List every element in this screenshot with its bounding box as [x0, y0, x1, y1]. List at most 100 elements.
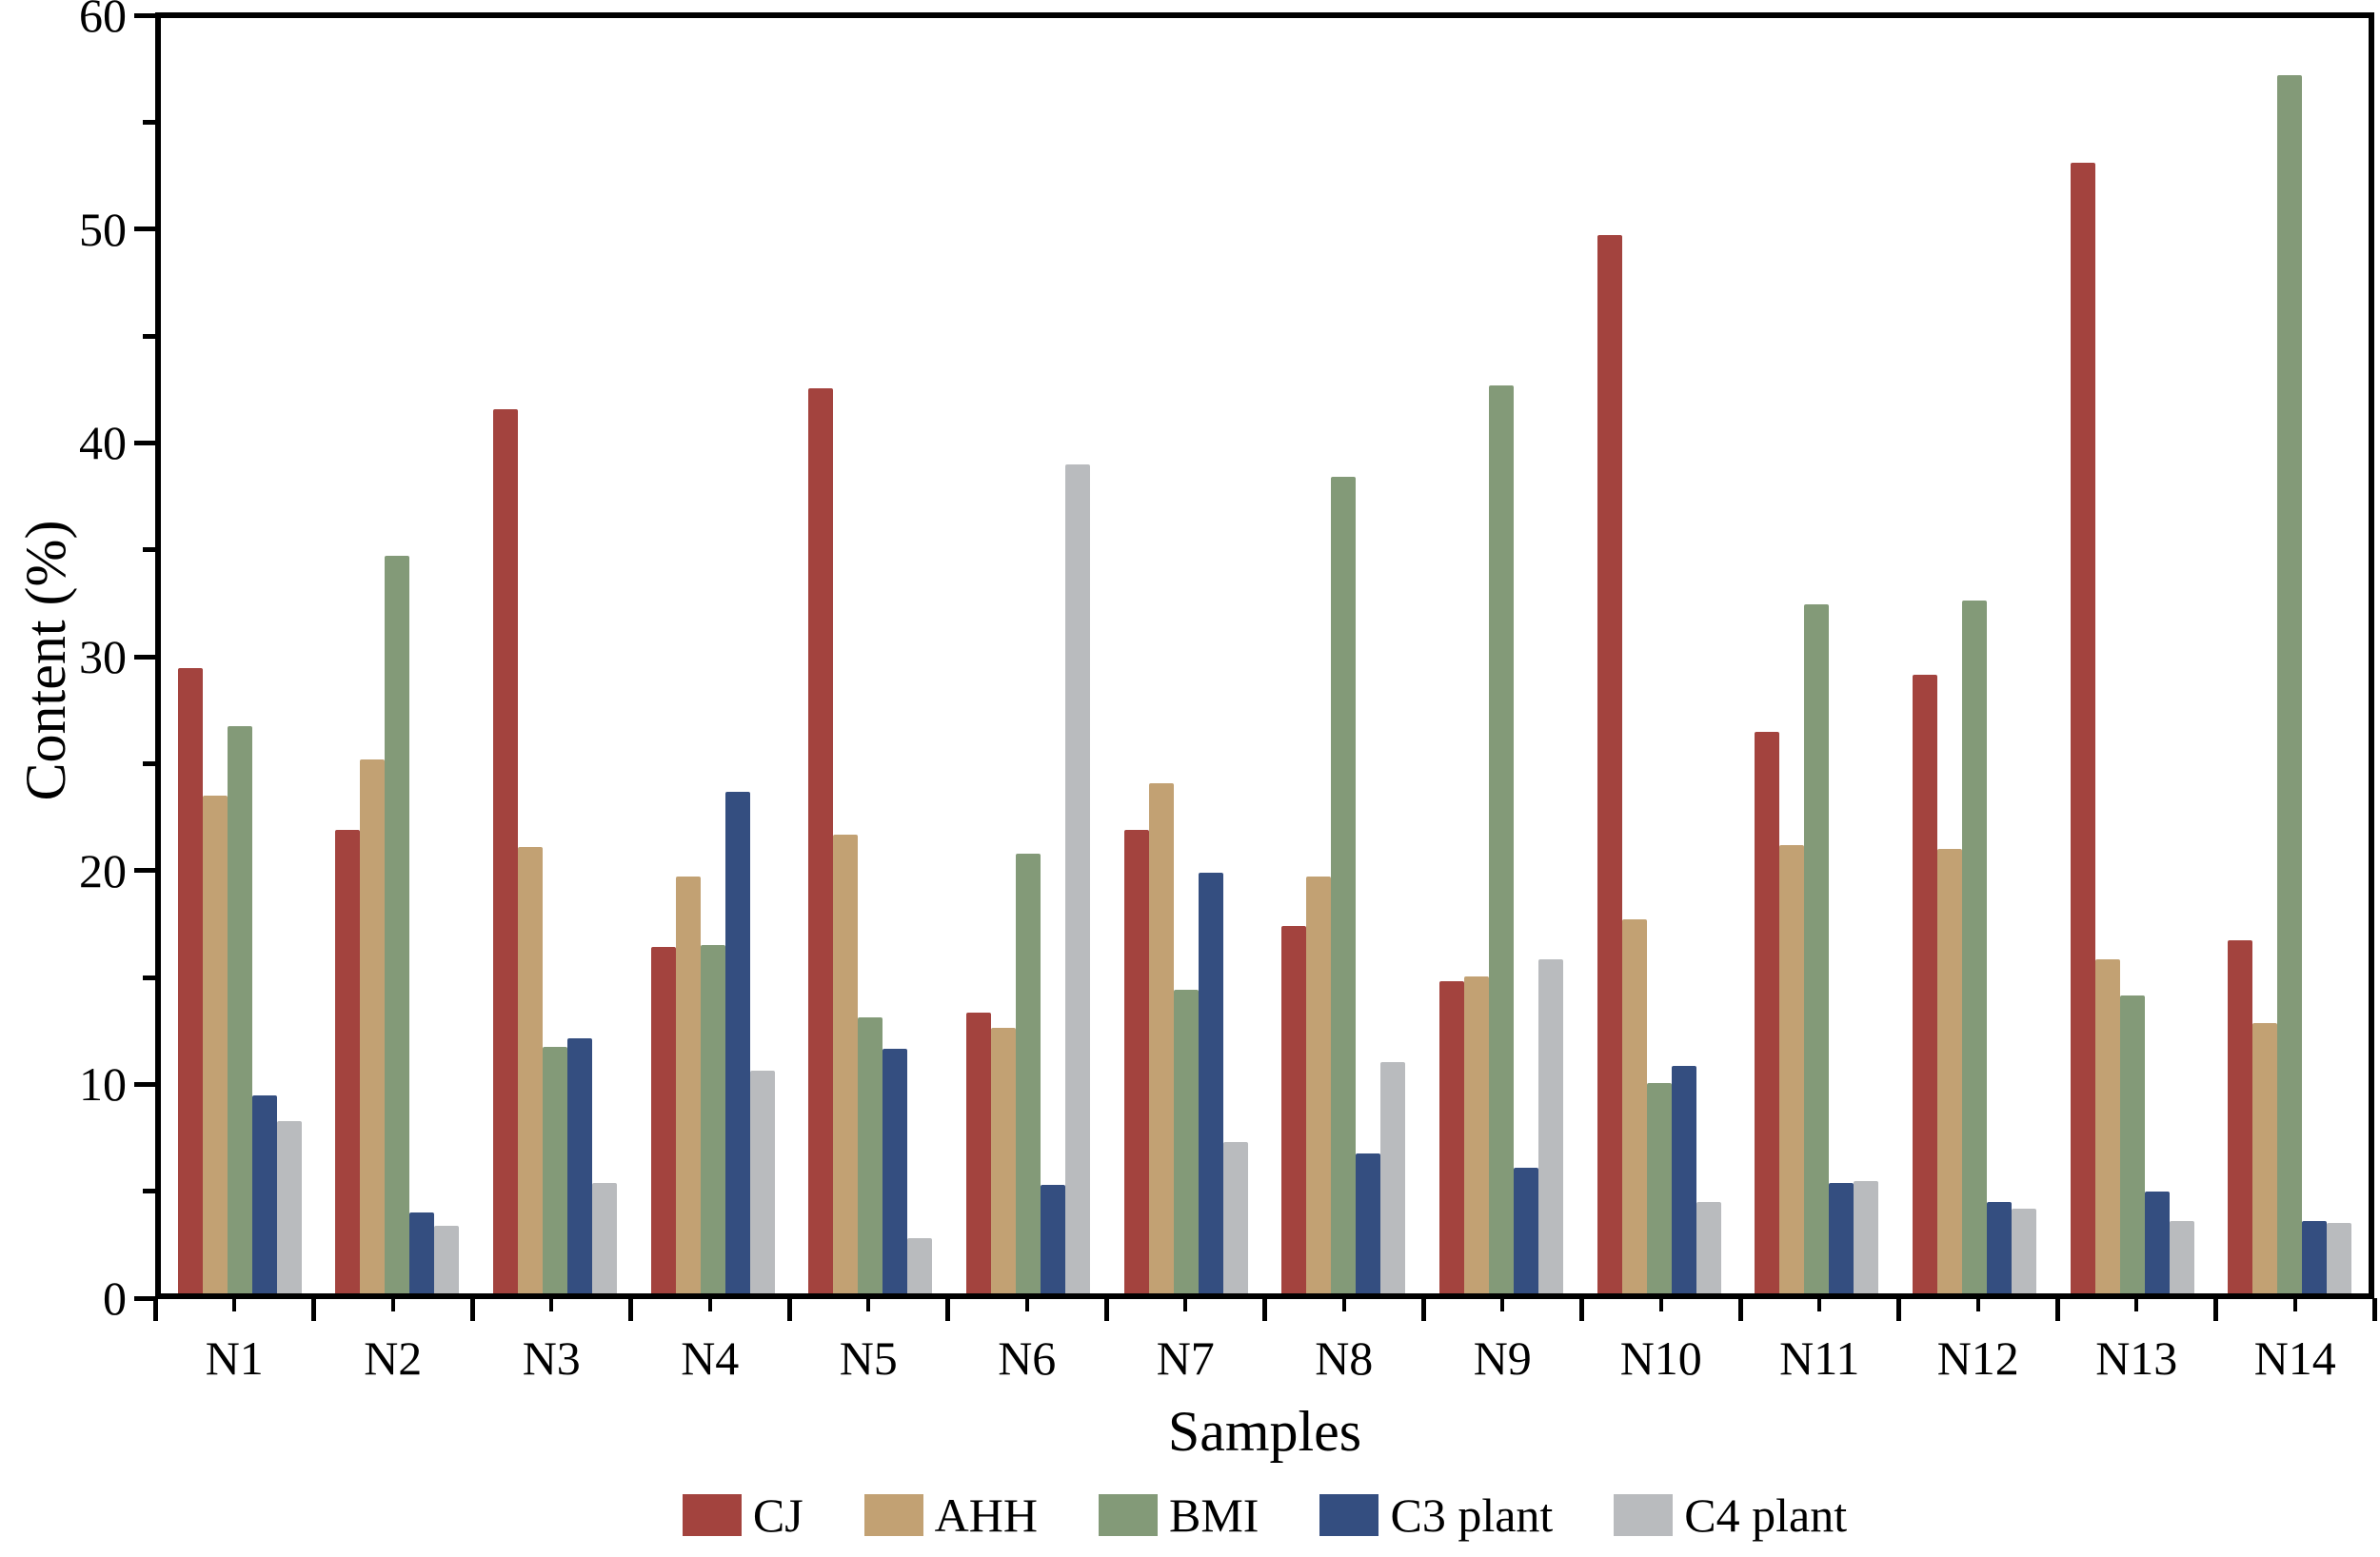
- bar-groups: [161, 18, 2369, 1293]
- x-category-label-n7: N7: [1156, 1331, 1215, 1385]
- bar-n3-c3-plant: [567, 1038, 593, 1293]
- legend-label-ahh: AHH: [934, 1488, 1038, 1542]
- y-major-tick-60: [134, 12, 155, 18]
- bar-n12-cj: [1912, 675, 1937, 1293]
- x-boundary-tick-9: [1579, 1298, 1584, 1321]
- bar-n8-c3-plant: [1356, 1153, 1381, 1293]
- x-center-tick-n4: [707, 1298, 712, 1311]
- x-category-label-n12: N12: [1936, 1331, 2019, 1385]
- x-category-label-n11: N11: [1779, 1331, 1860, 1385]
- x-category-label-n3: N3: [522, 1331, 581, 1385]
- y-tick-label-30: 30: [79, 630, 127, 683]
- bar-group-n11: [1737, 18, 1895, 1293]
- y-minor-tick-45: [143, 333, 155, 339]
- bar-n10-c3-plant: [1671, 1066, 1696, 1293]
- x-category-label-n4: N4: [681, 1331, 740, 1385]
- y-minor-tick-35: [143, 547, 155, 553]
- x-boundary-tick-10: [1737, 1298, 1743, 1321]
- bar-n5-ahh: [833, 834, 859, 1293]
- x-center-tick-n6: [1024, 1298, 1029, 1311]
- bar-n11-bmi: [1804, 604, 1830, 1293]
- y-major-tick-40: [134, 440, 155, 445]
- bar-group-n2: [319, 18, 477, 1293]
- y-major-tick-20: [134, 868, 155, 874]
- bar-n9-c4-plant: [1537, 959, 1563, 1293]
- bar-group-n10: [1580, 18, 1738, 1293]
- y-tick-label-60: 60: [79, 0, 127, 42]
- y-tick-label-40: 40: [79, 416, 127, 470]
- bar-n3-cj: [493, 408, 519, 1293]
- bar-n12-bmi: [1961, 600, 1987, 1293]
- bar-n7-ahh: [1148, 783, 1174, 1293]
- x-center-tick-n7: [1183, 1298, 1188, 1311]
- bar-n7-c4-plant: [1222, 1142, 1248, 1293]
- bar-n4-c4-plant: [749, 1070, 775, 1293]
- x-boundary-tick-13: [2213, 1298, 2218, 1321]
- x-boundary-tick-5: [945, 1298, 950, 1321]
- bar-n7-c3-plant: [1198, 872, 1223, 1293]
- bar-group-n3: [476, 18, 634, 1293]
- bar-n4-ahh: [675, 877, 701, 1293]
- x-center-tick-n11: [1817, 1298, 1822, 1311]
- bar-n8-c4-plant: [1380, 1061, 1406, 1293]
- x-category-label-n10: N10: [1619, 1331, 1702, 1385]
- x-category-label-n6: N6: [998, 1331, 1057, 1385]
- x-boundary-tick-8: [1420, 1298, 1426, 1321]
- bar-group-n14: [2211, 18, 2369, 1293]
- bar-n11-c4-plant: [1854, 1180, 1879, 1293]
- bar-n3-ahh: [518, 847, 544, 1293]
- bar-n9-cj: [1438, 980, 1464, 1293]
- x-center-tick-n2: [390, 1298, 395, 1311]
- x-center-tick-n5: [866, 1298, 871, 1311]
- bar-group-n8: [1264, 18, 1422, 1293]
- bar-n7-bmi: [1173, 989, 1199, 1293]
- bar-n8-bmi: [1331, 477, 1357, 1293]
- legend-swatch-c4-plant: [1614, 1494, 1674, 1536]
- x-boundary-tick-0: [152, 1298, 158, 1321]
- bar-n6-cj: [966, 1013, 992, 1293]
- x-category-label-n9: N9: [1473, 1331, 1532, 1385]
- x-category-label-n8: N8: [1315, 1331, 1374, 1385]
- legend: CJ AHH BMI C3 plant C4 plant: [155, 1487, 2374, 1544]
- x-axis-title: Samples: [1167, 1400, 1362, 1463]
- bar-n1-c3-plant: [251, 1095, 277, 1293]
- bar-n13-c3-plant: [2144, 1191, 2170, 1293]
- y-major-tick-30: [134, 654, 155, 660]
- bar-group-n5: [792, 18, 950, 1293]
- bar-n6-c3-plant: [1041, 1185, 1066, 1293]
- y-tick-label-20: 20: [79, 843, 127, 897]
- legend-item-c4-plant: C4 plant: [1614, 1489, 1847, 1541]
- x-center-tick-n3: [549, 1298, 554, 1311]
- x-center-tick-n8: [1341, 1298, 1346, 1311]
- x-center-tick-n9: [1500, 1298, 1505, 1311]
- bar-n3-bmi: [543, 1046, 568, 1293]
- x-center-tick-n13: [2134, 1298, 2139, 1311]
- legend-item-bmi: BMI: [1099, 1489, 1259, 1541]
- bar-n9-bmi: [1488, 385, 1514, 1293]
- legend-swatch-bmi: [1099, 1494, 1158, 1536]
- x-boundary-tick-6: [1103, 1298, 1109, 1321]
- x-center-tick-n10: [1658, 1298, 1663, 1311]
- bar-n4-bmi: [700, 944, 725, 1293]
- bar-n2-bmi: [385, 556, 410, 1293]
- bar-n5-bmi: [858, 1016, 883, 1293]
- bar-n7-cj: [1123, 830, 1149, 1293]
- bar-n2-ahh: [360, 759, 386, 1293]
- legend-item-ahh: AHH: [863, 1488, 1038, 1542]
- x-category-label-n13: N13: [2095, 1331, 2178, 1385]
- legend-label-c3-plant: C3 plant: [1390, 1488, 1554, 1542]
- bar-n1-bmi: [227, 725, 252, 1293]
- bar-n10-ahh: [1621, 918, 1647, 1293]
- bar-group-n12: [1895, 18, 2053, 1293]
- bar-n2-cj: [335, 830, 361, 1293]
- bar-n14-ahh: [2252, 1023, 2278, 1293]
- x-boundary-tick-7: [1262, 1298, 1267, 1321]
- bar-n12-c3-plant: [1986, 1202, 2012, 1293]
- x-boundary-tick-2: [469, 1298, 475, 1321]
- x-boundary-tick-11: [1896, 1298, 1901, 1321]
- y-tick-label-50: 50: [79, 202, 127, 256]
- x-category-label-n2: N2: [364, 1331, 423, 1385]
- bar-n4-cj: [650, 947, 676, 1293]
- bar-group-n6: [949, 18, 1107, 1293]
- bar-n8-cj: [1281, 925, 1307, 1293]
